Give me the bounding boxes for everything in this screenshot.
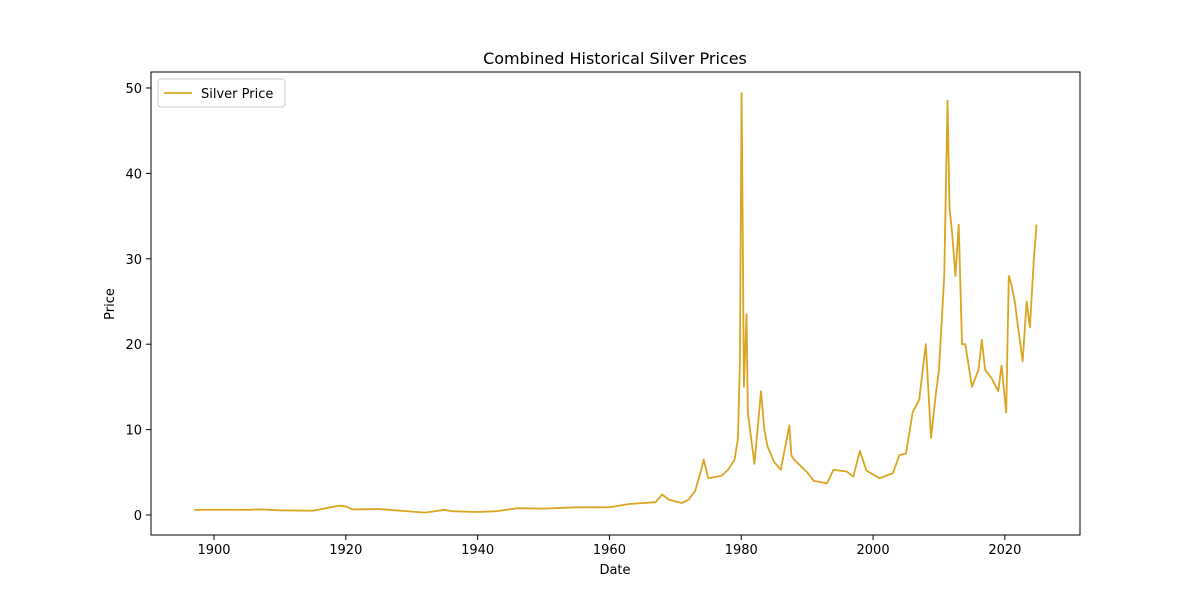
legend-label: Silver Price (201, 87, 273, 102)
y-tick-label: 30 (125, 253, 142, 268)
x-tick-label: 1940 (461, 543, 494, 558)
y-tick-label: 0 (134, 509, 142, 524)
plot-frame (150, 71, 1081, 536)
y-tick-label: 50 (125, 82, 142, 97)
chart-title: Combined Historical Silver Prices (483, 49, 747, 68)
y-tick-label: 40 (125, 167, 142, 182)
x-tick-label: 1960 (593, 543, 626, 558)
series-line (194, 92, 1038, 514)
x-tick-label: 1900 (197, 543, 230, 558)
x-tick-label: 1980 (725, 543, 758, 558)
y-tick-label: 20 (125, 338, 142, 353)
x-tick-label: 2020 (988, 543, 1021, 558)
legend-box (157, 78, 286, 108)
x-axis-label: Date (599, 563, 630, 578)
x-tick-label: 2000 (857, 543, 890, 558)
x-tick-label: 1920 (329, 543, 362, 558)
y-tick-label: 10 (125, 424, 142, 439)
y-axis-label: Price (103, 288, 118, 320)
